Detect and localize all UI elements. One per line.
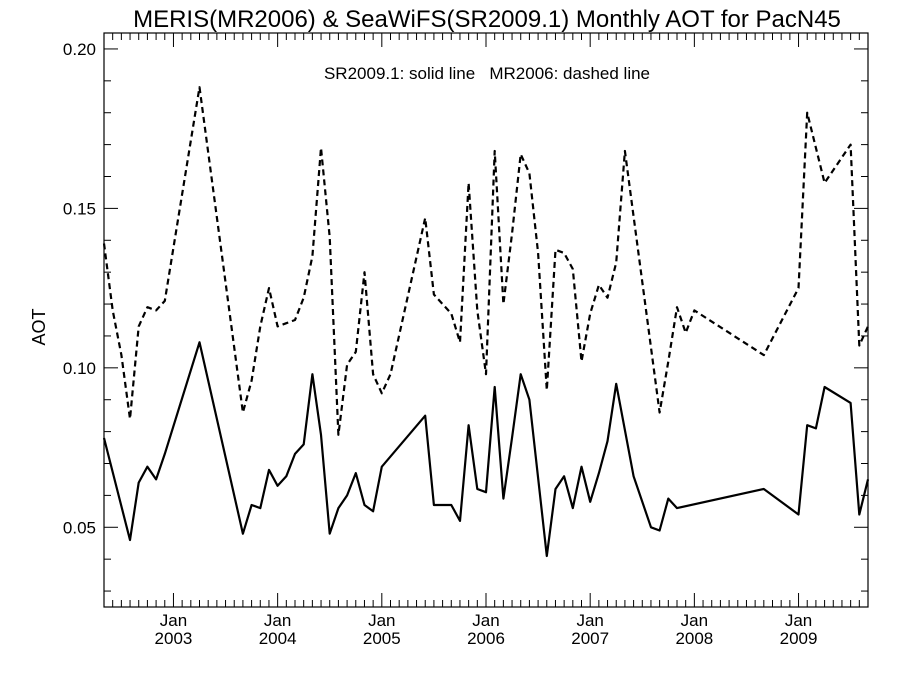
plot-frame	[103, 32, 869, 608]
series-line-mr2006	[102, 86, 870, 436]
y-tick-label: 0.10	[63, 359, 96, 378]
y-axis-label: AOT	[29, 308, 49, 345]
series-layer	[102, 86, 870, 558]
tick-labels: 0.050.100.150.20Jan2003Jan2004Jan2005Jan…	[63, 40, 818, 648]
chart-title: MERIS(MR2006) & SeaWiFS(SR2009.1) Monthl…	[133, 6, 841, 33]
x-tick-label-month: Jan	[368, 611, 395, 630]
x-tick-label-year: 2006	[467, 629, 505, 648]
x-tick-label-month: Jan	[785, 611, 812, 630]
x-tick-label-year: 2003	[155, 629, 193, 648]
x-tick-label-month: Jan	[264, 611, 291, 630]
y-tick-label: 0.15	[63, 199, 96, 218]
y-tick-label: 0.05	[63, 518, 96, 537]
series-line-sr2009-1	[102, 341, 870, 558]
x-tick-label-month: Jan	[472, 611, 499, 630]
y-tick-label: 0.20	[63, 40, 96, 59]
x-tick-label-month: Jan	[576, 611, 603, 630]
x-tick-label-year: 2005	[363, 629, 401, 648]
x-tick-label-year: 2008	[675, 629, 713, 648]
x-tick-label-year: 2007	[571, 629, 609, 648]
x-tick-label-year: 2004	[259, 629, 297, 648]
series-annotation: SR2009.1: solid line MR2006: dashed line	[324, 64, 650, 83]
x-tick-label-month: Jan	[160, 611, 187, 630]
axis-ticks	[103, 33, 869, 607]
x-tick-label-month: Jan	[681, 611, 708, 630]
x-tick-label-year: 2009	[780, 629, 818, 648]
